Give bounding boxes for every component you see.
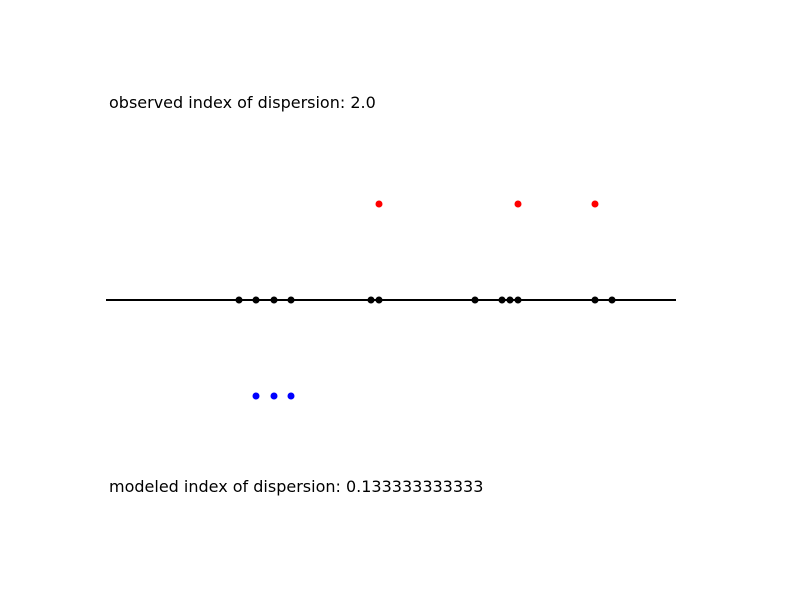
- observed-event-2: [270, 296, 278, 304]
- observed-event-11: [608, 296, 616, 304]
- observed-dispersion-label: observed index of dispersion: 2.0: [109, 93, 376, 112]
- observed-event-1: [252, 296, 260, 304]
- modeled-dispersion-label: modeled index of dispersion: 0.133333333…: [109, 477, 483, 496]
- red-point-2: [591, 200, 599, 208]
- red-point-1: [514, 200, 522, 208]
- observed-event-3: [287, 296, 295, 304]
- observed-event-10: [591, 296, 599, 304]
- observed-event-5: [375, 296, 383, 304]
- observed-event-7: [498, 296, 506, 304]
- observed-event-9: [514, 296, 522, 304]
- observed-event-4: [367, 296, 375, 304]
- blue-point-0: [252, 392, 260, 400]
- red-point-0: [375, 200, 383, 208]
- points-layer: [235, 200, 616, 400]
- observed-event-0: [235, 296, 243, 304]
- observed-event-6: [471, 296, 479, 304]
- blue-point-2: [287, 392, 295, 400]
- observed-event-8: [506, 296, 514, 304]
- blue-point-1: [270, 392, 278, 400]
